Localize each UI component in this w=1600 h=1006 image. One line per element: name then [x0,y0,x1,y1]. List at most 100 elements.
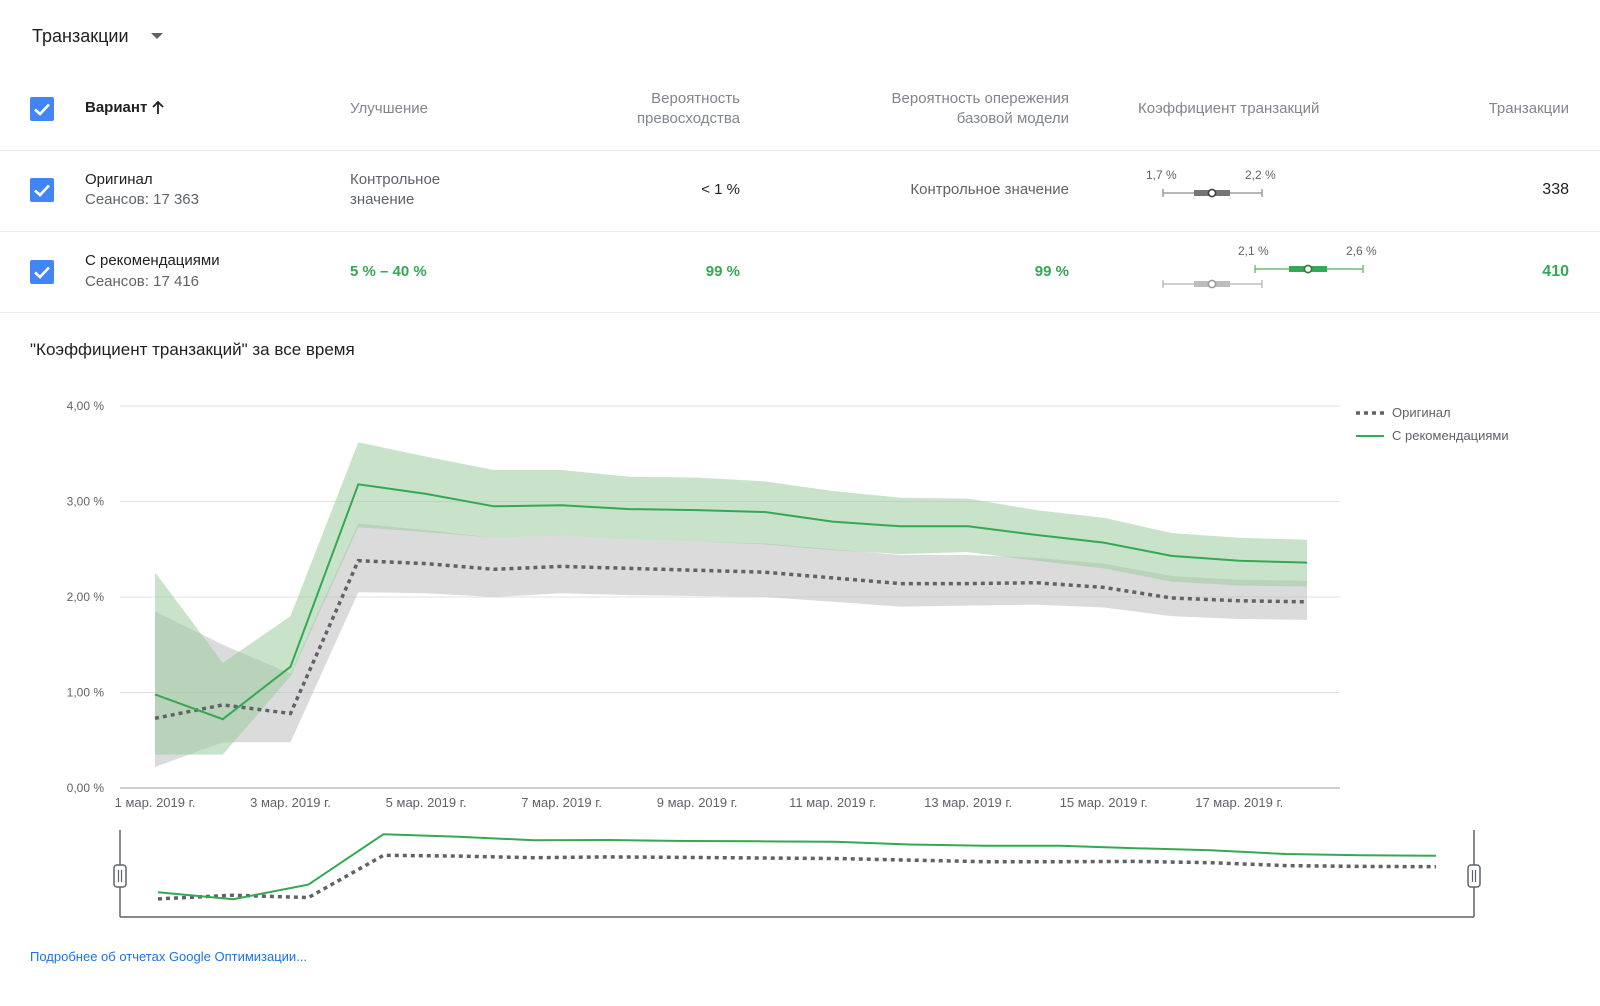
confidence-band [155,442,1307,755]
x-tick-label: 9 мар. 2019 г. [657,795,738,810]
range-handle-right-icon[interactable] [1467,864,1481,888]
data-point [492,504,496,508]
data-point [560,564,564,568]
range-navigator[interactable] [0,825,1600,925]
prob-best-header[interactable]: Вероятность превосходства [637,89,740,129]
data-point [424,562,428,566]
data-point [1102,541,1106,545]
data-point [898,524,902,528]
data-point [289,712,293,716]
data-point [424,492,428,496]
series-line [154,483,1308,721]
data-point [898,582,902,586]
data-point [1102,585,1106,589]
data-point [1034,533,1038,537]
data-point [492,567,496,571]
navigator-series-line [157,833,1437,901]
rate-header[interactable]: Коэффициент транзакций [1138,100,1320,117]
select-all-checkbox[interactable] [30,97,54,121]
variant-sessions: Сеансов: 17 416 [85,273,199,290]
ci-bar-original [1162,188,1263,198]
x-tick-label: 15 мар. 2019 г. [1060,795,1148,810]
variant-sessions: Сеансов: 17 363 [85,191,199,208]
variant-header-label: Вариант [85,99,148,116]
data-point [831,520,835,524]
y-tick-label: 3,00 % [67,495,105,509]
x-tick-label: 7 мар. 2019 г. [521,795,602,810]
ci-high-label: 2,6 % [1346,244,1377,258]
range-handle-left-icon[interactable] [113,864,127,888]
table-divider [0,231,1600,232]
data-point [289,665,293,669]
data-point [695,508,699,512]
data-point [221,703,225,707]
transaction-rate-chart: 0,00 % 1,00 % 2,00 % 3,00 % 4,00 % 1 мар. 20… [67,399,1509,810]
data-point [627,507,631,511]
transactions-header[interactable]: Транзакции [1488,100,1569,117]
data-point [627,566,631,570]
prob-best-header-line1: Вероятность [651,90,740,107]
prob-best-value: 99 % [705,263,740,280]
prob-beat-header-line2: базовой модели [956,110,1069,127]
data-point [763,570,767,574]
variant-name: С рекомендациями [85,252,220,269]
improvement-value: 5 % – 40 % [350,263,427,280]
checkmark-icon [34,184,50,197]
x-tick-label: 13 мар. 2019 г. [924,795,1012,810]
data-point [153,692,157,696]
prob-beat-value: 99 % [1034,263,1069,280]
metric-dropdown-label: Транзакции [32,25,129,46]
y-tick-label: 0,00 % [67,781,105,795]
prob-beat-value: Контрольное значение [910,181,1069,198]
table-divider [0,312,1600,313]
prob-beat-header[interactable]: Вероятность опережения базовой модели [892,89,1070,129]
ci-bar-original-reference [1162,279,1263,289]
confidence-band [155,523,1307,767]
x-tick-label: 5 мар. 2019 г. [386,795,467,810]
y-tick-label: 4,00 % [67,399,105,413]
prob-best-header-line2: превосходства [636,110,740,127]
ci-low-label: 1,7 % [1146,168,1177,182]
checkmark-icon [34,266,50,279]
data-point [966,582,970,586]
variant-sort-header[interactable]: Вариант [85,99,164,116]
ci-low-label: 2,1 % [1238,244,1269,258]
row-checkbox-original[interactable] [30,178,54,202]
x-tick-label: 1 мар. 2019 г. [115,795,196,810]
prob-best-value: < 1 % [701,181,740,198]
data-point [560,503,564,507]
transactions-value: 410 [1542,263,1569,280]
navigator-series-line [157,853,1437,901]
data-point [763,510,767,514]
x-tick-label: 11 мар. 2019 г. [789,795,876,810]
data-point [356,559,360,563]
legend-label: С рекомендациями [1392,428,1509,443]
arrow-up-icon [152,100,164,114]
data-point [695,568,699,572]
data-point [1034,581,1038,585]
data-point [831,576,835,580]
improvement-value: Контрольное [350,171,441,188]
variant-name: Оригинал [85,171,153,188]
data-point [966,524,970,528]
improvement-header[interactable]: Улучшение [350,100,428,117]
row-checkbox-recommendations[interactable] [30,260,54,284]
data-point [221,717,225,721]
data-point [1237,599,1241,603]
metric-dropdown[interactable]: Транзакции [32,22,163,50]
checkmark-icon [34,103,50,116]
y-tick-label: 1,00 % [67,686,105,700]
prob-beat-header-line1: Вероятность опережения [891,90,1070,107]
ci-high-label: 2,2 % [1245,168,1276,182]
data-point [356,482,360,486]
x-tick-label: 17 мар. 2019 г. [1195,795,1283,810]
improvement-value-line2: значение [350,191,415,208]
x-tick-label: 3 мар. 2019 г. [250,795,331,810]
learn-more-link[interactable]: Подробнее об отчетах Google Оптимизации.… [30,949,308,964]
ci-bar-recommendations [1254,264,1364,274]
data-point [1169,554,1173,558]
data-point [153,716,157,720]
table-divider [0,150,1600,151]
chart-title: "Коэффициент транзакций" за все время [30,340,355,359]
legend-label: Оригинал [1392,405,1451,420]
